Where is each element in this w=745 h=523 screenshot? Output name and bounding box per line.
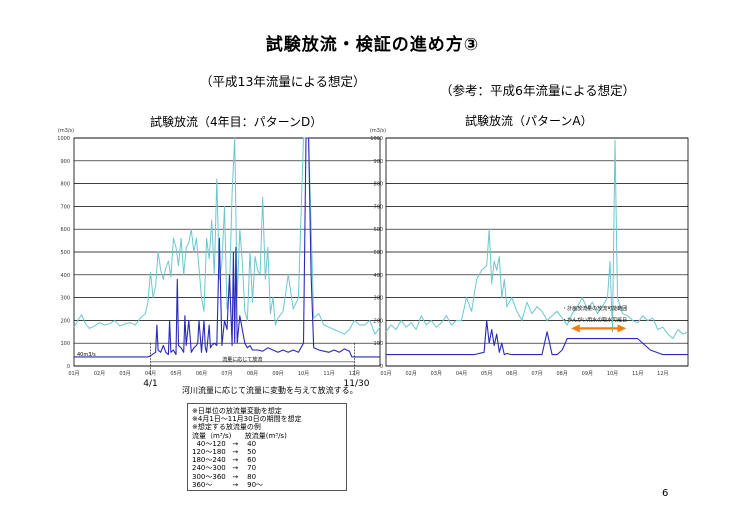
note-line: 120～180 → 50 [192,448,257,457]
x-tick-label: 03月 [431,371,442,377]
series-line-river_flow [385,139,689,340]
x-tick-label: 05月 [481,371,492,377]
subtitle-left: （平成13年流量による想定） [200,74,366,89]
x-tick-label: 11月 [323,371,334,377]
y-tick-label: 900 [373,159,383,165]
x-tick-label: 09月 [582,371,593,377]
x-tick-label: 01月 [68,371,79,377]
x-tick-label: 01月 [380,371,391,377]
page-title: 試験放流・検証の進め方③ [265,35,480,55]
note-line: 流量（m³/s) 放流量(m³/s) [192,431,287,440]
chart-title-right: 試験放流（パターンA） [465,114,593,128]
x-tick-label: 07月 [531,371,542,377]
note-line: ※4月1日～11月30日の期間を想定 [192,415,302,424]
x-tick-label: 11月 [632,371,643,377]
x-tick-label: 08月 [247,371,258,377]
note-line: 240～300 → 70 [192,464,257,473]
x-tick-label: 02月 [94,371,105,377]
x-tick-label: 06月 [506,371,517,377]
x-tick-label: 02月 [405,371,416,377]
note-line: ※想定する放流量の例 [192,423,261,432]
y-axis-label: (m3/s) [58,128,74,134]
plot-frame [73,137,381,367]
arrow-head-right [617,324,627,333]
y-tick-label: 1000 [370,136,383,142]
chart-caption: 河川流量に応じて流量に変動を与えて放流する。 [182,386,358,395]
y-tick-label: 300 [373,296,383,302]
x-tick-label: 03月 [119,371,130,377]
x-tick-label: 07月 [221,371,232,377]
arrow-head-left [570,324,580,333]
y-tick-label: 800 [373,182,383,188]
y-tick-label: 300 [60,296,70,302]
x-tick-label: 10月 [298,371,309,377]
note-line: 40～120 → 40 [192,439,257,448]
note-line: 360～ → 90～ [192,480,264,489]
series-line-release_flow [386,319,688,356]
y-tick-label: 500 [60,250,70,256]
x-tick-label: 04月 [456,371,467,377]
x-tick-label: 09月 [272,371,283,377]
y-tick-label: 600 [373,227,383,233]
note-line: 300～360 → 80 [192,472,257,481]
y-tick-label: 600 [60,227,70,233]
y-tick-label: 900 [60,159,70,165]
y-tick-label: 1000 [57,136,70,142]
y-tick-label: 200 [373,318,383,324]
y-tick-label: 700 [373,204,383,210]
y-tick-label: 800 [60,182,70,188]
x-tick-label: 08月 [556,371,567,377]
notes-box: ※日単位の放流量変動を想定 ※4月1日～11月30日の期間を想定 ※想定する放流… [187,403,347,491]
x-tick-label: 10月 [607,371,618,377]
plot-frame [385,137,689,367]
y-tick-label: 100 [60,341,70,347]
subtitle-right: （参考：平成6年流量による想定） [440,83,636,98]
x-tick-label: 05月 [170,371,181,377]
x-tick-label: 12月 [657,371,668,377]
x-tick-label: 06月 [196,371,207,377]
annotation-baseline: 40m3/s [77,352,96,358]
annotation-release-rule: 流量に応じて放流 [222,356,262,363]
y-tick-label: 0 [380,364,383,370]
annotation-start-date: 4/1 [143,379,157,389]
y-tick-label: 400 [60,273,70,279]
series-line-river_flow [73,137,381,335]
page-number: 6 [662,488,669,499]
series-line-release_flow [74,137,380,358]
y-tick-label: 200 [60,318,70,324]
y-tick-label: 400 [373,273,383,279]
chart-title-left: 試験放流（4年目：パターンD） [150,115,323,129]
annotation-plan-range: ・計画放流量の放流可能範囲 [562,305,627,312]
y-axis-label: (m3/s) [370,128,386,134]
y-tick-label: 0 [67,364,70,370]
annotation-end-date: 11/30 [344,379,370,389]
note-line: 180～240 → 60 [192,456,257,465]
y-tick-label: 500 [373,250,383,256]
y-tick-label: 100 [373,341,383,347]
annotation-irrigation: ・かんがい用水の取水可能日 [562,317,627,324]
note-line: ※日単位の放流量変動を想定 [192,407,282,415]
y-tick-label: 700 [60,204,70,210]
